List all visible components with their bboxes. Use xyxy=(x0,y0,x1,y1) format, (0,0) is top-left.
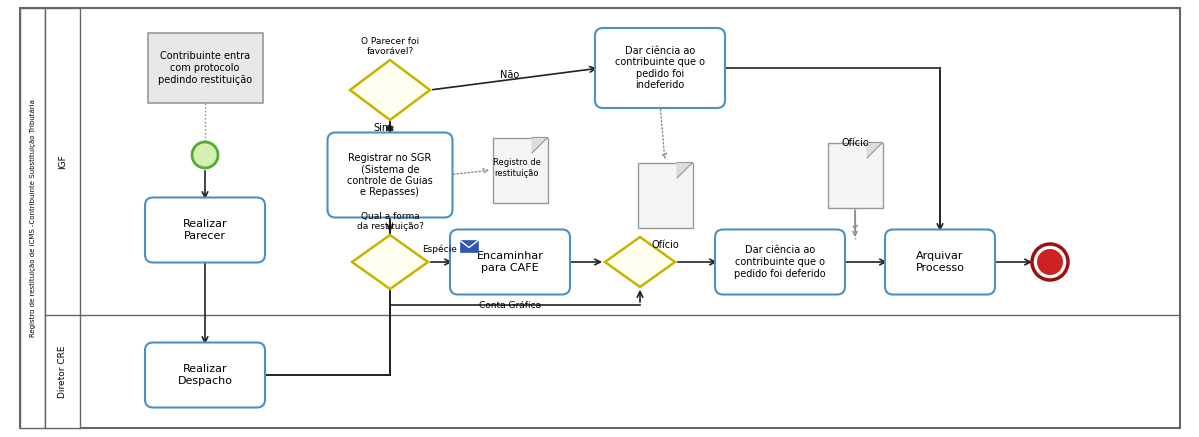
Polygon shape xyxy=(353,235,428,289)
FancyBboxPatch shape xyxy=(145,198,265,263)
Text: O Parecer foi
favorável?: O Parecer foi favorável? xyxy=(361,37,420,56)
Text: Sim: Sim xyxy=(373,123,391,133)
Text: Não: Não xyxy=(500,70,519,80)
Circle shape xyxy=(1032,244,1068,280)
Polygon shape xyxy=(867,142,882,158)
Text: Dar ciência ao
contribuinte que o
pedido foi deferido: Dar ciência ao contribuinte que o pedido… xyxy=(734,246,826,279)
Bar xyxy=(638,163,693,228)
Text: Ofício: Ofício xyxy=(842,138,869,148)
Bar xyxy=(493,138,548,202)
Text: Espécie: Espécie xyxy=(422,244,458,254)
FancyBboxPatch shape xyxy=(595,28,725,108)
Text: IGF: IGF xyxy=(58,154,67,169)
FancyBboxPatch shape xyxy=(327,132,452,218)
Text: Registro de restituição de ICMS -Contribuinte Substituição Tributária: Registro de restituição de ICMS -Contrib… xyxy=(29,99,36,337)
FancyBboxPatch shape xyxy=(885,229,995,295)
Polygon shape xyxy=(605,237,675,287)
Polygon shape xyxy=(532,138,548,153)
Bar xyxy=(147,33,263,103)
Bar xyxy=(20,8,46,428)
Text: Dar ciência ao
contribuinte que o
pedido foi
indeferido: Dar ciência ao contribuinte que o pedido… xyxy=(615,45,705,90)
Polygon shape xyxy=(350,60,430,120)
Text: Qual a forma
da restituição?: Qual a forma da restituição? xyxy=(356,212,423,231)
Text: Registrar no SGR
(Sistema de
controle de Guias
e Repasses): Registrar no SGR (Sistema de controle de… xyxy=(348,153,433,198)
Text: Diretor CRE: Diretor CRE xyxy=(58,345,67,398)
Text: Realizar
Despacho: Realizar Despacho xyxy=(177,364,233,386)
Text: Conta Gráfica: Conta Gráfica xyxy=(478,301,541,310)
FancyBboxPatch shape xyxy=(145,343,265,407)
Bar xyxy=(46,8,80,428)
FancyBboxPatch shape xyxy=(450,229,570,295)
Polygon shape xyxy=(677,163,693,178)
Text: Registro de
restituição: Registro de restituição xyxy=(493,158,541,178)
FancyBboxPatch shape xyxy=(715,229,845,295)
Text: Encaminhar
para CAFE: Encaminhar para CAFE xyxy=(476,251,543,273)
Circle shape xyxy=(1037,249,1064,275)
Circle shape xyxy=(192,142,218,168)
Text: Contribuinte entra
com protocolo
pedindo restituição: Contribuinte entra com protocolo pedindo… xyxy=(158,52,252,85)
Text: Ofício: Ofício xyxy=(651,240,679,250)
Text: Arquivar
Processo: Arquivar Processo xyxy=(916,251,964,273)
FancyBboxPatch shape xyxy=(460,239,478,252)
Text: Realizar
Parecer: Realizar Parecer xyxy=(182,219,228,241)
Bar xyxy=(827,142,882,208)
